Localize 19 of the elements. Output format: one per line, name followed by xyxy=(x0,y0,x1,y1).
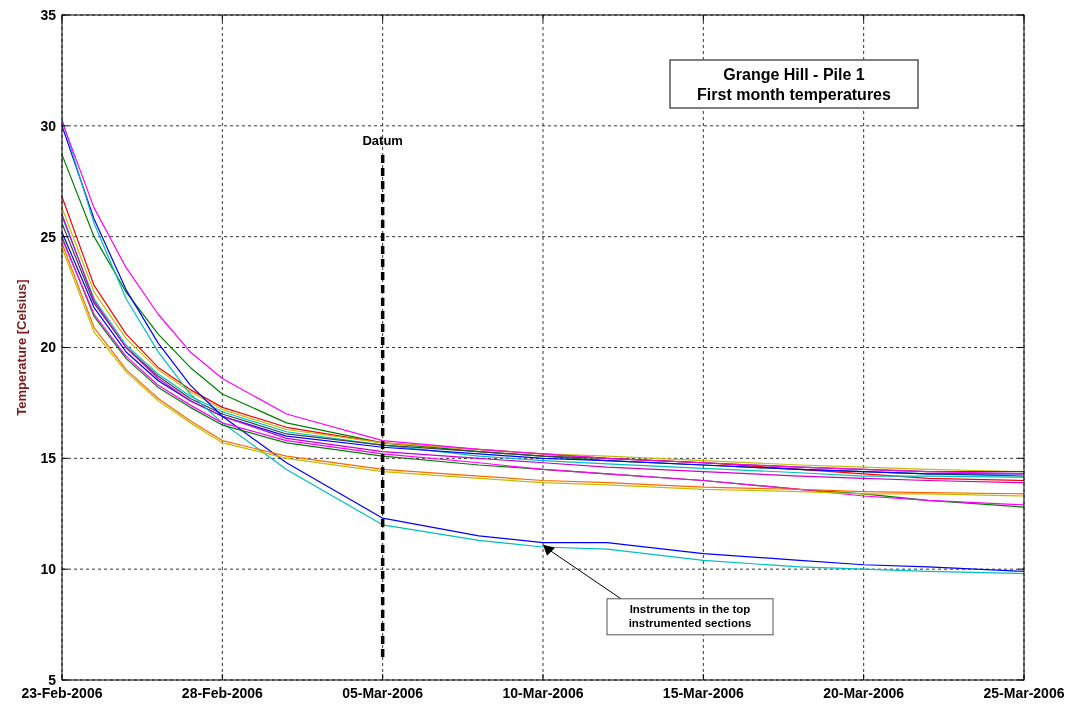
x-tick-label: 23-Feb-2006 xyxy=(21,685,103,701)
text: Grange Hill - Pile 1 xyxy=(723,66,865,83)
annotation: Instruments in the top instrumented sections xyxy=(628,602,752,629)
y-tick-label: 35 xyxy=(40,6,57,23)
text: First month temperatures xyxy=(697,86,892,103)
y-tick-label: 5 xyxy=(48,671,57,688)
x-tick-label: 28-Feb-2006 xyxy=(181,685,264,701)
x-tick-label: 05-Mar-2006 xyxy=(342,685,424,701)
y-tick-label: 25 xyxy=(40,228,57,245)
x-tick-label: 25-Mar-2006 xyxy=(983,685,1065,701)
y-tick-label: 20 xyxy=(40,339,57,356)
y-tick-label: 10 xyxy=(40,561,57,578)
y-tick-label: 15 xyxy=(40,450,57,467)
x-tick-label: 15-Mar-2006 xyxy=(662,685,745,701)
y-axis-title: Temperature [Celsius] xyxy=(14,279,29,416)
x-tick-label: 20-Mar-2006 xyxy=(823,685,905,701)
y-tick-label: 30 xyxy=(40,117,57,134)
x-tick-label: 10-Mar-2006 xyxy=(502,685,584,701)
ref-line-label: Datum xyxy=(362,133,403,148)
